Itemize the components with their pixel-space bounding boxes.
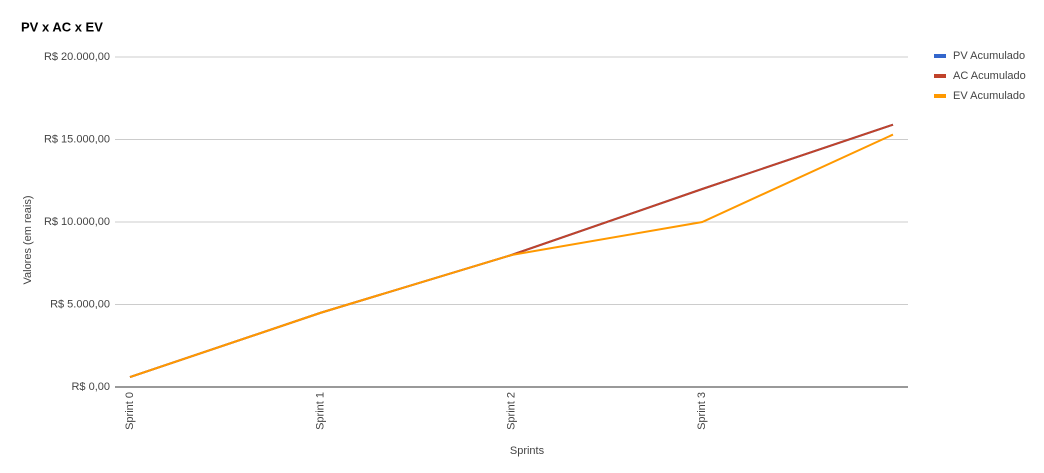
legend-label: EV Acumulado — [953, 90, 1025, 102]
series-line — [129, 133, 894, 379]
legend-swatch — [934, 94, 946, 98]
y-tick-label: R$ 5.000,00 — [50, 298, 110, 310]
x-tick-label: Sprint 0 — [124, 392, 136, 430]
y-axis-label: Valores (em reais) — [22, 195, 34, 284]
legend-swatch — [934, 74, 946, 78]
legend-swatch — [934, 54, 946, 58]
y-tick-label: R$ 15.000,00 — [44, 133, 110, 145]
y-tick-label: R$ 10.000,00 — [44, 216, 110, 228]
legend-label: PV Acumulado — [953, 50, 1025, 62]
x-axis-label: Sprints — [510, 445, 545, 457]
x-tick-label: Sprint 2 — [505, 392, 517, 430]
x-tick-label: Sprint 1 — [315, 392, 327, 430]
y-tick-label: R$ 0,00 — [71, 381, 110, 393]
legend-label: AC Acumulado — [953, 70, 1026, 82]
chart-title: PV x AC x EV — [21, 19, 103, 34]
x-tick-label: Sprint 3 — [696, 392, 708, 430]
y-tick-label: R$ 20.000,00 — [44, 51, 110, 63]
